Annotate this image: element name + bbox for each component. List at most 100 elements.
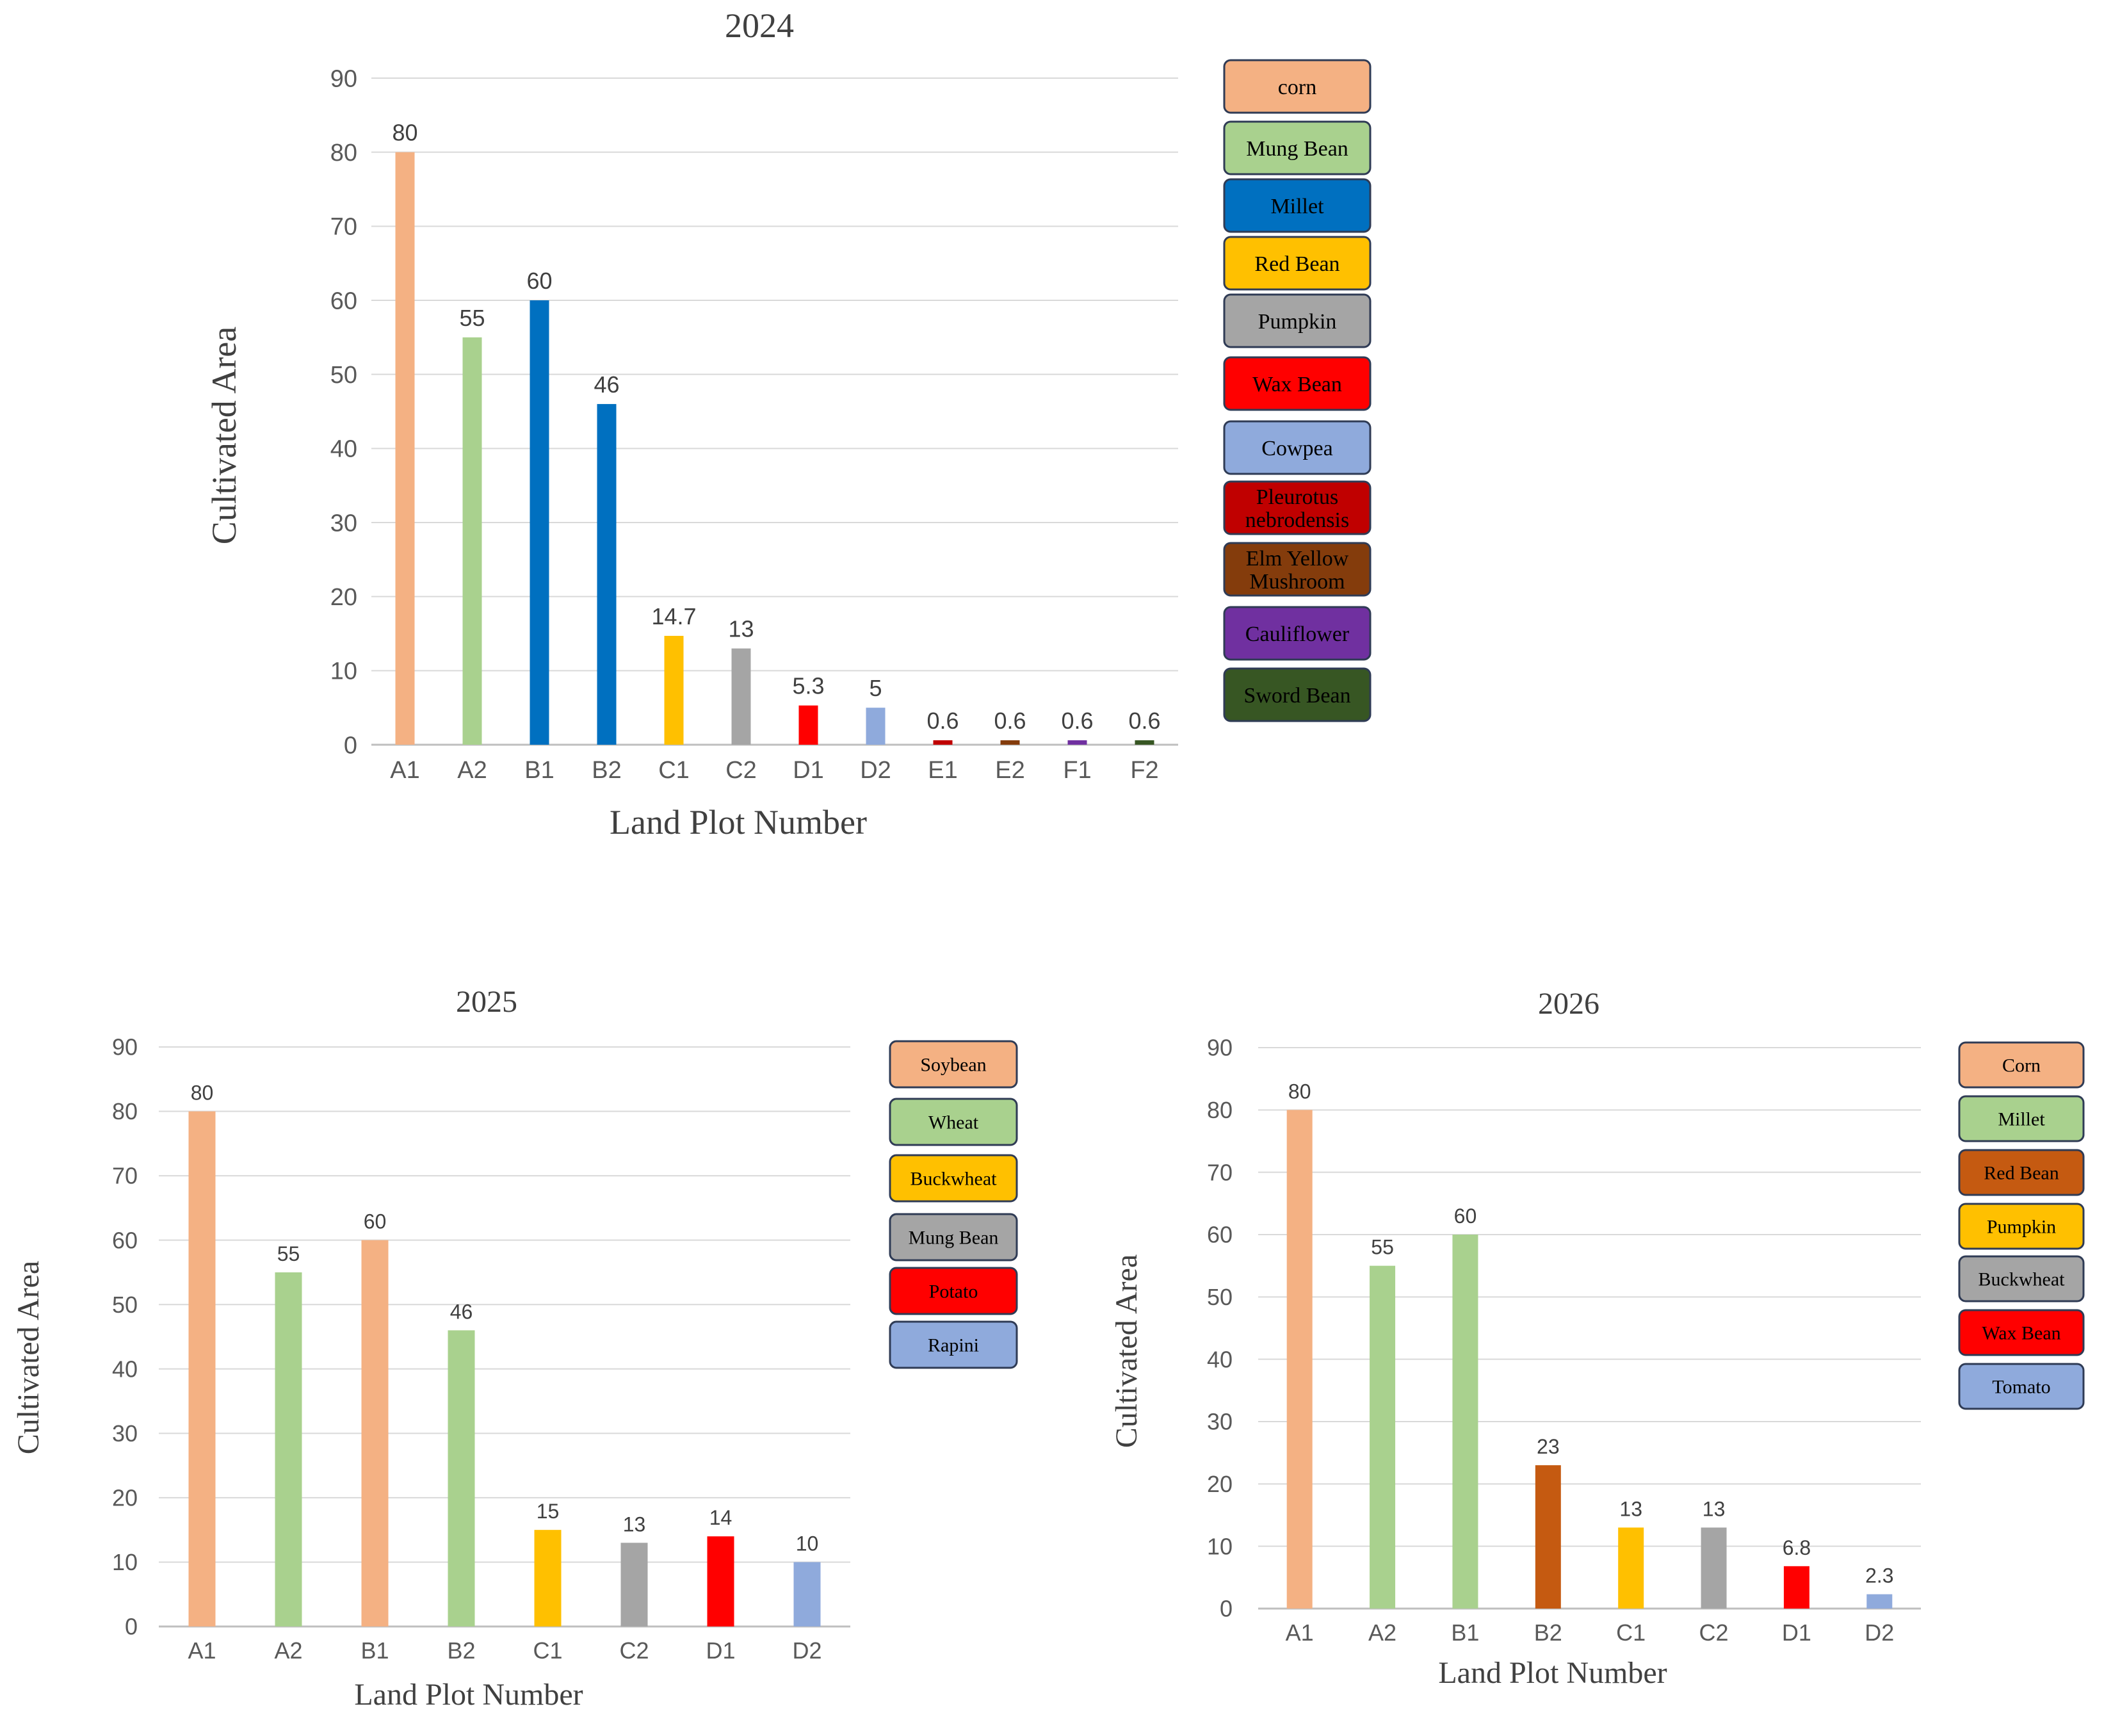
data-label: 0.6 — [927, 708, 959, 734]
data-label: 10 — [796, 1532, 819, 1555]
bar-B1 — [530, 300, 549, 745]
bar-D1 — [707, 1536, 734, 1626]
chart-2024: 2024 0 10 20 30 40 50 60 70 80 90 80 A1 55 A2 60 B1 46 B2 1… — [205, 6, 1372, 841]
bar-F1 — [1067, 740, 1087, 745]
chart-title: 2024 — [725, 6, 794, 45]
data-label: 0.6 — [1128, 708, 1160, 734]
data-label: 60 — [364, 1210, 387, 1233]
y-tick-label: 40 — [112, 1356, 138, 1382]
bar-A2 — [275, 1272, 302, 1626]
legend-swatch — [889, 1320, 1018, 1369]
chart-2026: 2026 0 10 20 30 40 50 60 70 80 90 80 A1 55 A2 60 B1 23 B2 1… — [1110, 987, 2085, 1690]
bar-C2 — [1701, 1527, 1727, 1609]
x-tick-label: A1 — [188, 1637, 216, 1664]
x-tick-label: B2 — [592, 757, 621, 784]
legend-swatch — [1223, 293, 1372, 348]
y-tick-label: 90 — [1207, 1035, 1233, 1061]
bar-B1 — [361, 1240, 389, 1626]
data-label: 55 — [1371, 1236, 1394, 1259]
bar-B2 — [448, 1330, 475, 1626]
legend-item: Sword Bean — [1223, 667, 1372, 722]
data-label: 23 — [1537, 1435, 1560, 1458]
y-tick-label: 60 — [330, 288, 357, 314]
legend-swatch — [1223, 59, 1372, 114]
y-tick-label: 90 — [112, 1034, 138, 1060]
x-tick-label: B1 — [360, 1637, 389, 1664]
bar-D1 — [1783, 1566, 1809, 1609]
gridlines — [159, 1046, 850, 1628]
data-label: 15 — [537, 1500, 560, 1523]
y-tick-label: 30 — [330, 510, 357, 537]
x-tick-label: D1 — [1782, 1619, 1811, 1646]
y-tick-label: 60 — [1207, 1222, 1233, 1248]
legend-label: Elm Yellow Mushroom — [1246, 547, 1349, 594]
data-label: 5.3 — [792, 673, 824, 699]
x-axis-label: Land Plot Number — [610, 803, 867, 841]
legend-label: Tomato — [1992, 1377, 2050, 1398]
bar-B1 — [1452, 1235, 1478, 1609]
chart-title: 2025 — [456, 985, 517, 1019]
bar-A2 — [462, 337, 482, 745]
x-tick-label: C1 — [658, 757, 690, 784]
legend-label: Cauliflower — [1245, 622, 1350, 646]
y-tick-label: 60 — [112, 1227, 138, 1253]
legend-label: Potato — [929, 1281, 978, 1302]
y-axis-label: Cultivated Area — [205, 327, 243, 544]
bar-F2 — [1135, 740, 1154, 745]
legend-label: corn — [1278, 76, 1316, 99]
data-label: 46 — [450, 1300, 473, 1323]
legend-item: Millet — [1958, 1095, 2085, 1142]
y-tick-label: 80 — [112, 1098, 138, 1124]
data-label: 80 — [392, 120, 417, 146]
legend-swatch — [889, 1267, 1018, 1315]
bar-A1 — [1286, 1110, 1313, 1609]
x-tick-label: C1 — [533, 1637, 562, 1664]
x-tick-label: B2 — [1534, 1619, 1562, 1646]
legend-label: Buckwheat — [910, 1169, 998, 1190]
legend-swatch — [1958, 1203, 2085, 1250]
x-tick-label: D1 — [793, 757, 824, 784]
legend-item: corn — [1223, 59, 1372, 114]
data-label: 55 — [277, 1242, 300, 1265]
legend-item: Red Bean — [1223, 236, 1372, 291]
legend: Soybean Wheat Buckwheat Mung Bean Potato Rapi… — [889, 1040, 1018, 1369]
legend-label: Mung Bean — [909, 1228, 999, 1249]
x-tick-label: F2 — [1130, 757, 1158, 784]
legend-item: Soybean — [889, 1040, 1018, 1089]
legend-item: Pleurotus nebrodensis — [1223, 480, 1372, 535]
y-tick-label: 10 — [1207, 1533, 1233, 1559]
y-tick-label: 0 — [125, 1614, 138, 1640]
x-tick-label: A1 — [390, 757, 419, 784]
legend-label: Wax Bean — [1982, 1323, 2060, 1344]
bar-D2 — [866, 708, 886, 745]
x-tick-label: C2 — [619, 1637, 649, 1664]
legend-item: Rapini — [889, 1320, 1018, 1369]
legend-swatch — [1958, 1149, 2085, 1196]
legend-swatch — [889, 1154, 1018, 1203]
legend-label: Soybean — [920, 1055, 986, 1076]
gridlines — [371, 77, 1178, 746]
legend-item: Red Bean — [1958, 1149, 2085, 1196]
legend-label: Pumpkin — [1987, 1217, 2056, 1238]
legend-label: Wax Bean — [1252, 373, 1342, 396]
legend-item: Cowpea — [1223, 420, 1372, 475]
y-tick-label: 50 — [112, 1292, 138, 1318]
x-tick-label: C2 — [1699, 1619, 1729, 1646]
legend-swatch — [1223, 178, 1372, 233]
x-tick-label: C1 — [1616, 1619, 1646, 1646]
data-label: 2.3 — [1865, 1564, 1893, 1587]
bar-D1 — [798, 705, 818, 745]
legend-swatch — [1958, 1363, 2085, 1410]
legend-swatch — [1958, 1041, 2085, 1089]
legend-item: Elm Yellow Mushroom — [1223, 542, 1372, 597]
y-tick-label: 30 — [112, 1420, 138, 1447]
legend-item: Tomato — [1958, 1363, 2085, 1410]
legend-swatch — [1958, 1255, 2085, 1302]
legend-label: Millet — [1998, 1109, 2045, 1130]
legend-label-line: Elm Yellow — [1246, 547, 1349, 571]
chart-2025: 2025 0 10 20 30 40 50 60 70 80 90 80 A1 55 A2 60 B1 46 B2 1… — [12, 985, 1018, 1712]
legend-item: Mung Bean — [889, 1213, 1018, 1261]
legend-item: Pumpkin — [1223, 293, 1372, 348]
bar-D2 — [1866, 1594, 1893, 1609]
